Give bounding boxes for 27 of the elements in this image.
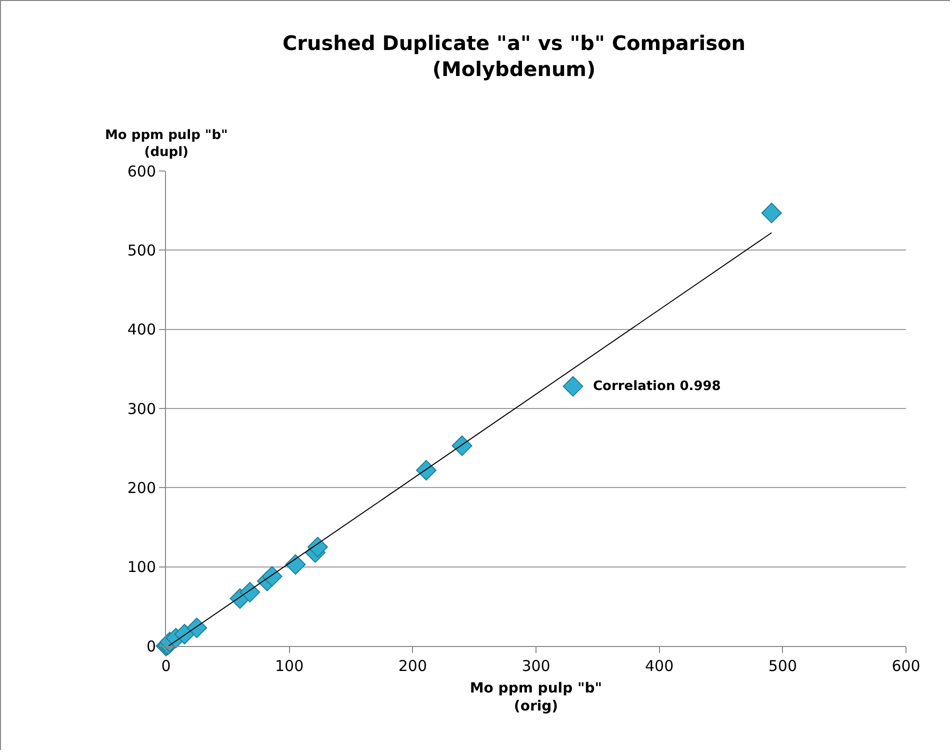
y-tick-label: 100: [127, 558, 156, 576]
y-tick-label: 600: [127, 162, 156, 180]
x-tick-label: 400: [645, 657, 674, 675]
y-axis-title: Mo ppm pulp "b" (dupl): [105, 128, 228, 160]
y-tick-label: 400: [127, 320, 156, 339]
y-tick-label: 0: [146, 637, 156, 656]
point: [416, 460, 436, 480]
chart-title: Crushed Duplicate "a" vs "b" Comparison (Molybdenum): [282, 30, 746, 81]
point: [240, 582, 260, 602]
x-tick-label: 500: [768, 657, 797, 675]
point: [307, 536, 328, 558]
point: [186, 618, 208, 638]
x-axis-title: Mo ppm pulp "b" (orig): [470, 680, 602, 714]
x-tick-label: 200: [398, 657, 427, 675]
x-tick-label: 600: [892, 657, 920, 675]
x-tick-label: 0: [161, 657, 171, 675]
y-tick-label: 300: [127, 400, 156, 418]
point: [562, 376, 584, 397]
y-tick-label: 200: [127, 478, 156, 497]
point: [452, 435, 472, 456]
x-tick-label: 100: [275, 657, 304, 675]
y-tick-label: 500: [127, 241, 156, 260]
point: [761, 202, 782, 224]
point: [262, 566, 282, 587]
annotation: Correlation 0.998: [593, 379, 721, 394]
point: [285, 554, 306, 575]
x-tick-label: 300: [522, 657, 550, 675]
